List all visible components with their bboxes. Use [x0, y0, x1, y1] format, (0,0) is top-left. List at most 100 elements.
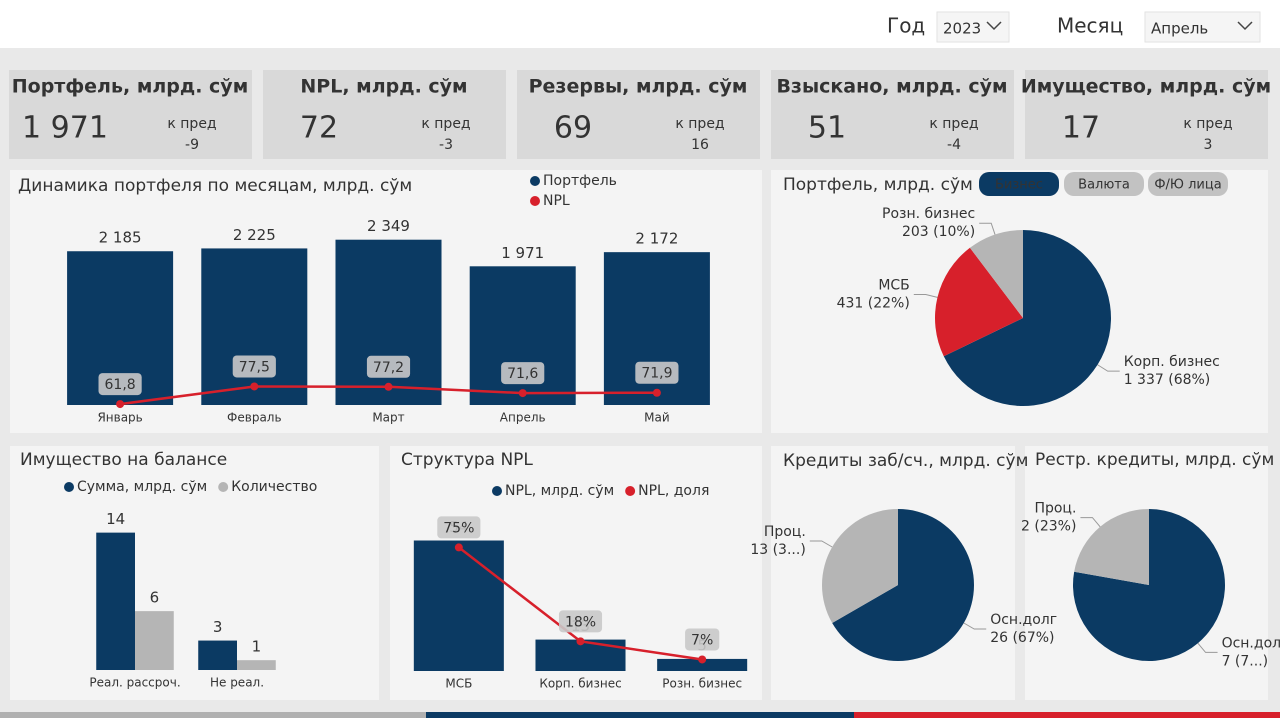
pie-value-label: 1 337 (68%): [1124, 372, 1211, 388]
pie-category-label: Осн.долг: [1222, 635, 1280, 651]
pie-slice: [935, 247, 1023, 357]
legend-marker: [492, 486, 502, 496]
kpi-value: 69: [554, 111, 592, 146]
legend-marker: [64, 482, 74, 492]
x-tick-label: Реал. рассроч.: [89, 676, 180, 690]
kpi-delta: 3: [1204, 137, 1213, 153]
chevron: [1237, 21, 1253, 31]
filter-button[interactable]: [1148, 172, 1228, 196]
kpi-delta: -9: [185, 137, 199, 153]
bar: [237, 660, 276, 670]
legend-label: NPL, млрд. сўм: [505, 483, 614, 499]
label-box: [558, 610, 603, 633]
pie-slice: [943, 230, 1111, 406]
x-tick-label: Не реал.: [210, 676, 264, 690]
legend-marker: [218, 482, 229, 492]
pie-category-label: Проц.: [1034, 501, 1076, 517]
chart-title: Структура NPL: [401, 450, 533, 470]
filter-label: Год: [887, 14, 925, 38]
line-point: [652, 388, 661, 397]
label-box: [685, 628, 720, 651]
dropdown-value: Апрель: [1151, 20, 1208, 38]
label-box: [98, 373, 142, 396]
bar-value-label: 1 971: [501, 244, 544, 262]
kpi-delta-label: к пред: [1183, 116, 1232, 132]
filter-button[interactable]: [979, 172, 1059, 196]
kpi-title: Имущество, млрд. сўм: [1021, 76, 1271, 98]
pie-value-label: 203 (10%): [902, 224, 975, 240]
pie-category-label: Розн. бизнес: [882, 206, 975, 222]
line-value-label: 77,5: [239, 359, 270, 375]
line-point: [116, 400, 125, 409]
footer-stripe: [426, 712, 854, 718]
pie-category-label: МСБ: [878, 278, 909, 294]
x-tick-label: Январь: [97, 411, 142, 425]
pie-slice: [832, 509, 974, 661]
legend-label: Количество: [231, 479, 317, 495]
bar: [657, 658, 748, 671]
pie-value-label: 2 (23%): [1021, 519, 1076, 535]
filter-button[interactable]: [1064, 172, 1144, 196]
pie-value-label: 13 (3...): [750, 542, 805, 558]
dropdown[interactable]: [1144, 11, 1261, 43]
bar: [198, 640, 237, 670]
line-value-label: 75%: [443, 520, 474, 536]
kpi-delta-label: к пред: [421, 116, 470, 132]
filter-button-label[interactable]: Ф/Ю лица: [1154, 178, 1221, 193]
legend-label: Сумма, млрд. сўм: [77, 479, 207, 495]
filter-button-label[interactable]: Бизнес: [995, 178, 1043, 193]
pie-value-label: 431 (22%): [837, 296, 910, 312]
bar: [201, 248, 308, 405]
leader-line: [1197, 642, 1218, 653]
pie-value-label: 7 (7...): [1222, 653, 1269, 669]
x-tick-label: МСБ: [445, 677, 472, 691]
x-tick-label: Апрель: [500, 411, 546, 425]
label-box: [501, 362, 545, 385]
leader-line: [963, 622, 987, 630]
bar: [413, 540, 504, 671]
kpi-delta: -3: [439, 137, 453, 153]
leader-line: [1097, 364, 1120, 372]
legend-label: NPL: [543, 193, 570, 209]
filter-button-label[interactable]: Валюта: [1078, 178, 1130, 193]
kpi-title: NPL, млрд. сўм: [300, 76, 467, 98]
legend-marker: [530, 176, 540, 186]
x-tick-label: Февраль: [227, 411, 282, 425]
bar-value-label: 3: [213, 618, 223, 636]
line-value-label: 77,2: [373, 360, 404, 376]
legend-marker: [625, 486, 636, 496]
leader-line: [979, 222, 996, 235]
footer-stripe: [0, 712, 426, 718]
line-point: [698, 655, 707, 664]
chart-title: Рестр. кредиты, млрд. сўм: [1035, 450, 1274, 470]
label-box: [366, 355, 411, 378]
pie-slice: [821, 509, 898, 623]
pie-category-label: Осн.долг: [990, 612, 1057, 628]
label-box: [232, 355, 276, 378]
pie-category-label: Корп. бизнес: [1124, 354, 1220, 370]
header: [0, 0, 1280, 48]
bar-value-label: 2 172: [635, 230, 678, 248]
leader-line: [1080, 517, 1101, 528]
pie-category-label: Проц.: [764, 524, 806, 540]
kpi-card: [263, 70, 506, 159]
kpi-title: Взыскано, млрд. сўм: [776, 76, 1007, 98]
line-point: [576, 637, 585, 646]
legend-label: NPL, доля: [638, 483, 709, 499]
line-value-label: 71,6: [507, 366, 538, 382]
kpi-card: [9, 70, 252, 159]
line-point: [518, 389, 527, 398]
dropdown-value: 2023: [943, 20, 981, 38]
kpi-delta-label: к пред: [675, 116, 724, 132]
bar: [96, 532, 135, 670]
bar-value-label: 2 185: [99, 229, 142, 247]
kpi-value: 1 971: [22, 111, 108, 146]
kpi-card: [517, 70, 760, 159]
kpi-card: [771, 70, 1014, 159]
kpi-delta: 16: [691, 137, 709, 153]
pie-slice: [969, 230, 1023, 318]
x-tick-label: Март: [372, 411, 404, 425]
line-point: [454, 543, 463, 552]
